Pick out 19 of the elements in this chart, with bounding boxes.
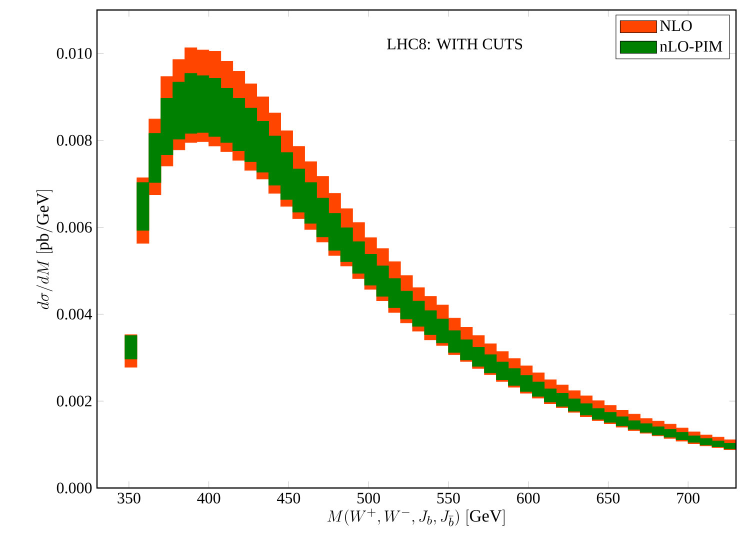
y-tick-label: 0.006 [56, 222, 92, 233]
x-tick-label: 650 [596, 492, 620, 504]
y-axis-title: $d\sigma/dM\;[\mathrm{pb/GeV}]$ [36, 190, 52, 310]
x-tick-label: 550 [437, 492, 460, 504]
legend-label: nLO-PIM [660, 40, 722, 52]
y-tick-label: 0.008 [56, 134, 92, 146]
legend-label: NLO [660, 20, 692, 32]
x-tick-label: 700 [677, 492, 700, 504]
x-tick-label: 450 [277, 492, 300, 504]
y-tick-label: 0.010 [56, 48, 92, 59]
x-tick-label: 350 [118, 492, 140, 504]
x-axis-title: $M(W^+, W^-, J_b, J_{\bar{b}})\;[\mathrm{GeV}]$ [327, 508, 504, 526]
x-tick-label: 500 [358, 492, 380, 504]
y-tick-label: 0.000 [56, 482, 92, 494]
text: LHC8: WITH CUTS [387, 38, 522, 50]
x-tick-label: 400 [197, 492, 220, 504]
y-tick-label: 0.002 [56, 396, 92, 407]
y-tick-label: 0.004 [56, 308, 92, 320]
x-tick-label: 600 [517, 492, 540, 504]
